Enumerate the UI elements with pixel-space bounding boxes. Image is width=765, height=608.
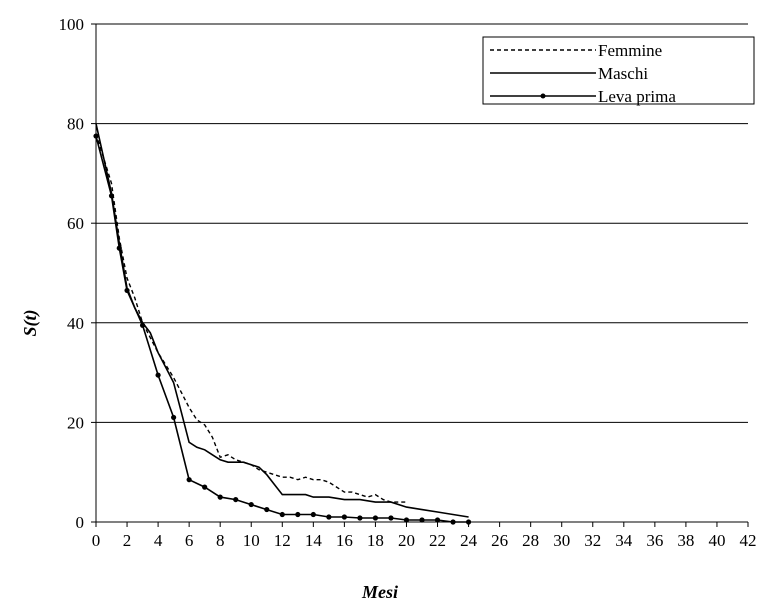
y-tick-label: 40 <box>67 314 84 333</box>
x-axis-title: Mesi <box>361 582 398 602</box>
x-tick-label: 26 <box>491 531 508 550</box>
x-tick-label: 6 <box>185 531 194 550</box>
data-point-leva-prima <box>108 193 115 199</box>
data-point-leva-prima <box>248 501 254 508</box>
data-point-leva-prima <box>171 414 177 421</box>
x-tick-label: 28 <box>522 531 539 550</box>
series-lines <box>93 123 472 525</box>
data-point-leva-prima <box>295 511 301 518</box>
x-tick-label: 4 <box>154 531 163 550</box>
x-tick-label: 12 <box>274 531 291 550</box>
x-tick-label: 30 <box>553 531 570 550</box>
data-point-leva-prima <box>124 287 130 294</box>
y-axis-tick-labels: 0 20 40 60 80 100 <box>59 15 85 532</box>
y-tick-label: 20 <box>67 413 84 432</box>
y-tick-label: 60 <box>67 214 84 233</box>
data-point-leva-prima <box>264 506 270 513</box>
y-tick-label: 100 <box>59 15 85 34</box>
x-tick-label: 14 <box>305 531 323 550</box>
data-point-leva-prima <box>233 496 239 503</box>
y-axis-title: S(t) <box>20 310 41 337</box>
data-point-leva-prima <box>186 477 192 483</box>
legend: Femmine Maschi Leva prima <box>482 36 755 106</box>
data-point-leva-prima <box>217 494 223 500</box>
x-tick-label: 38 <box>677 531 694 550</box>
data-point-leva-prima <box>139 322 146 328</box>
grid-lines <box>96 23 748 423</box>
data-point-leva-prima <box>388 515 394 521</box>
data-point-leva-prima <box>326 514 332 520</box>
x-tick-label: 10 <box>243 531 260 550</box>
x-tick-label: 36 <box>646 531 663 550</box>
legend-label-femmine: Femmine <box>598 41 662 60</box>
x-tick-label: 24 <box>460 531 478 550</box>
x-tick-label: 18 <box>367 531 384 550</box>
data-point-leva-prima <box>403 517 410 523</box>
data-point-leva-prima <box>357 515 363 521</box>
series-line-femmine <box>95 133 407 503</box>
data-point-leva-prima <box>310 511 316 518</box>
data-point-leva-prima <box>93 133 99 139</box>
data-point-leva-prima <box>465 519 472 525</box>
x-tick-label: 8 <box>216 531 225 550</box>
data-point-leva-prima <box>434 517 441 523</box>
y-tick-label: 0 <box>76 513 85 532</box>
x-tick-label: 40 <box>708 531 725 550</box>
legend-label-leva-prima: Leva prima <box>598 87 676 106</box>
x-tick-label: 22 <box>429 531 446 550</box>
legend-marker-leva-prima <box>540 93 546 99</box>
data-point-leva-prima <box>202 484 208 490</box>
x-tick-label: 0 <box>92 531 101 550</box>
data-point-leva-prima <box>341 514 347 520</box>
legend-box <box>482 36 755 105</box>
x-tick-label: 2 <box>123 531 132 550</box>
legend-label-maschi: Maschi <box>598 64 648 83</box>
y-tick-label: 80 <box>67 115 84 134</box>
series-line-maschi <box>95 123 469 518</box>
x-tick-label: 34 <box>615 531 633 550</box>
x-tick-label: 32 <box>584 531 601 550</box>
data-point-leva-prima <box>450 519 456 525</box>
data-point-leva-prima <box>372 515 379 521</box>
data-point-leva-prima <box>419 517 425 523</box>
x-axis-tick-labels: 0 2 4 6 8 10 12 14 16 18 20 22 24 26 28 30 32 34 36 38 40 42 <box>92 531 757 550</box>
data-point-leva-prima <box>155 372 161 378</box>
x-tick-label: 42 <box>740 531 757 550</box>
x-tick-label: 16 <box>336 531 353 550</box>
data-point-leva-prima <box>116 245 122 251</box>
series-line-leva-prima <box>95 135 469 523</box>
data-point-leva-prima <box>279 511 285 518</box>
x-tick-label: 20 <box>398 531 415 550</box>
